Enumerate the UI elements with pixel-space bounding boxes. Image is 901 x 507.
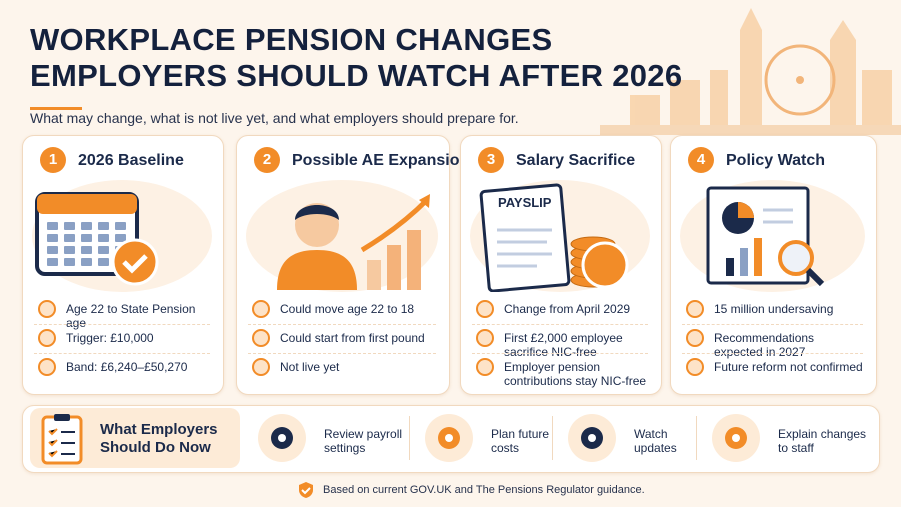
- card-number: 1: [40, 147, 66, 173]
- skyline-illustration: [600, 8, 901, 135]
- illustration-art: [479, 183, 629, 293]
- card-title: 2026 Baseline: [78, 152, 184, 169]
- action-icon: [258, 414, 306, 462]
- card-item: Band: £6,240–£50,270: [66, 360, 188, 374]
- action-icon: [425, 414, 473, 462]
- illustration: [27, 180, 217, 297]
- shield-icon: [299, 482, 313, 498]
- card-title: Policy Watch: [726, 152, 825, 169]
- card-item: Not live yet: [280, 360, 340, 374]
- card-number: 3: [478, 147, 504, 173]
- illustration: [465, 180, 655, 297]
- checklist-icon: [41, 414, 83, 465]
- accent-rule: [30, 107, 82, 110]
- item-icon: [476, 358, 494, 376]
- action-icon: [568, 414, 616, 462]
- action-item: Watch updates: [634, 427, 677, 455]
- separator: [472, 353, 648, 354]
- item-icon: [476, 329, 494, 347]
- action-glyph: [438, 427, 460, 449]
- illustration: [247, 180, 437, 297]
- item-icon: [252, 300, 270, 318]
- actions-title: What Employers Should Do Now: [100, 421, 218, 456]
- payslip-label: PAYSLIP: [498, 195, 552, 210]
- illustration: [678, 180, 868, 297]
- separator: [682, 353, 863, 354]
- item-icon: [38, 329, 56, 347]
- card-item: Employer pension contributions stay NIC-…: [504, 360, 647, 388]
- card-item: First £2,000 employee sacrifice NIC-free: [504, 331, 623, 359]
- card-item: 15 million undersaving: [714, 302, 834, 316]
- action-item: Explain changes to staff: [778, 427, 867, 455]
- item-icon: [686, 358, 704, 376]
- illustration-art: [35, 192, 159, 286]
- card-item: Could move age 22 to 18: [280, 302, 415, 316]
- action-glyph: [581, 427, 603, 449]
- separator: [34, 324, 210, 325]
- card-title: Possible AE Expansion: [292, 152, 470, 169]
- action-item: Plan future costs: [491, 427, 550, 455]
- footer-note: Based on current GOV.UK and The Pensions…: [323, 484, 645, 496]
- card-item: Future reform not confirmed: [714, 360, 863, 374]
- divider: [696, 416, 697, 460]
- card-title: Salary Sacrifice: [516, 152, 636, 169]
- item-icon: [476, 300, 494, 318]
- item-icon: [38, 358, 56, 376]
- separator: [34, 353, 210, 354]
- divider: [409, 416, 410, 460]
- separator: [682, 324, 863, 325]
- action-glyph: [725, 427, 747, 449]
- separator: [248, 353, 436, 354]
- item-icon: [252, 329, 270, 347]
- action-icon: [712, 414, 760, 462]
- card-item: Age 22 to State Pension age: [66, 302, 196, 330]
- card-number: 2: [254, 147, 280, 173]
- illustration-art: [706, 186, 824, 287]
- title: EMPLOYERS SHOULD WATCH AFTER 2026: [30, 58, 683, 93]
- action-glyph: [271, 427, 293, 449]
- item-icon: [252, 358, 270, 376]
- card-item: Change from April 2029: [504, 302, 631, 316]
- illustration-art: [277, 194, 430, 290]
- action-item: Review payroll settings: [324, 427, 403, 455]
- item-icon: [686, 329, 704, 347]
- title: WORKPLACE PENSION CHANGES: [30, 22, 553, 57]
- divider: [552, 416, 553, 460]
- card-item: Recommendations expected in 2027: [714, 331, 815, 359]
- separator: [472, 324, 648, 325]
- item-icon: [686, 300, 704, 318]
- subtitle: What may change, what is not live yet, a…: [30, 110, 519, 126]
- item-icon: [38, 300, 56, 318]
- card-item: Trigger: £10,000: [66, 331, 154, 345]
- card-number: 4: [688, 147, 714, 173]
- card-item: Could start from first pound: [280, 331, 425, 345]
- separator: [248, 324, 436, 325]
